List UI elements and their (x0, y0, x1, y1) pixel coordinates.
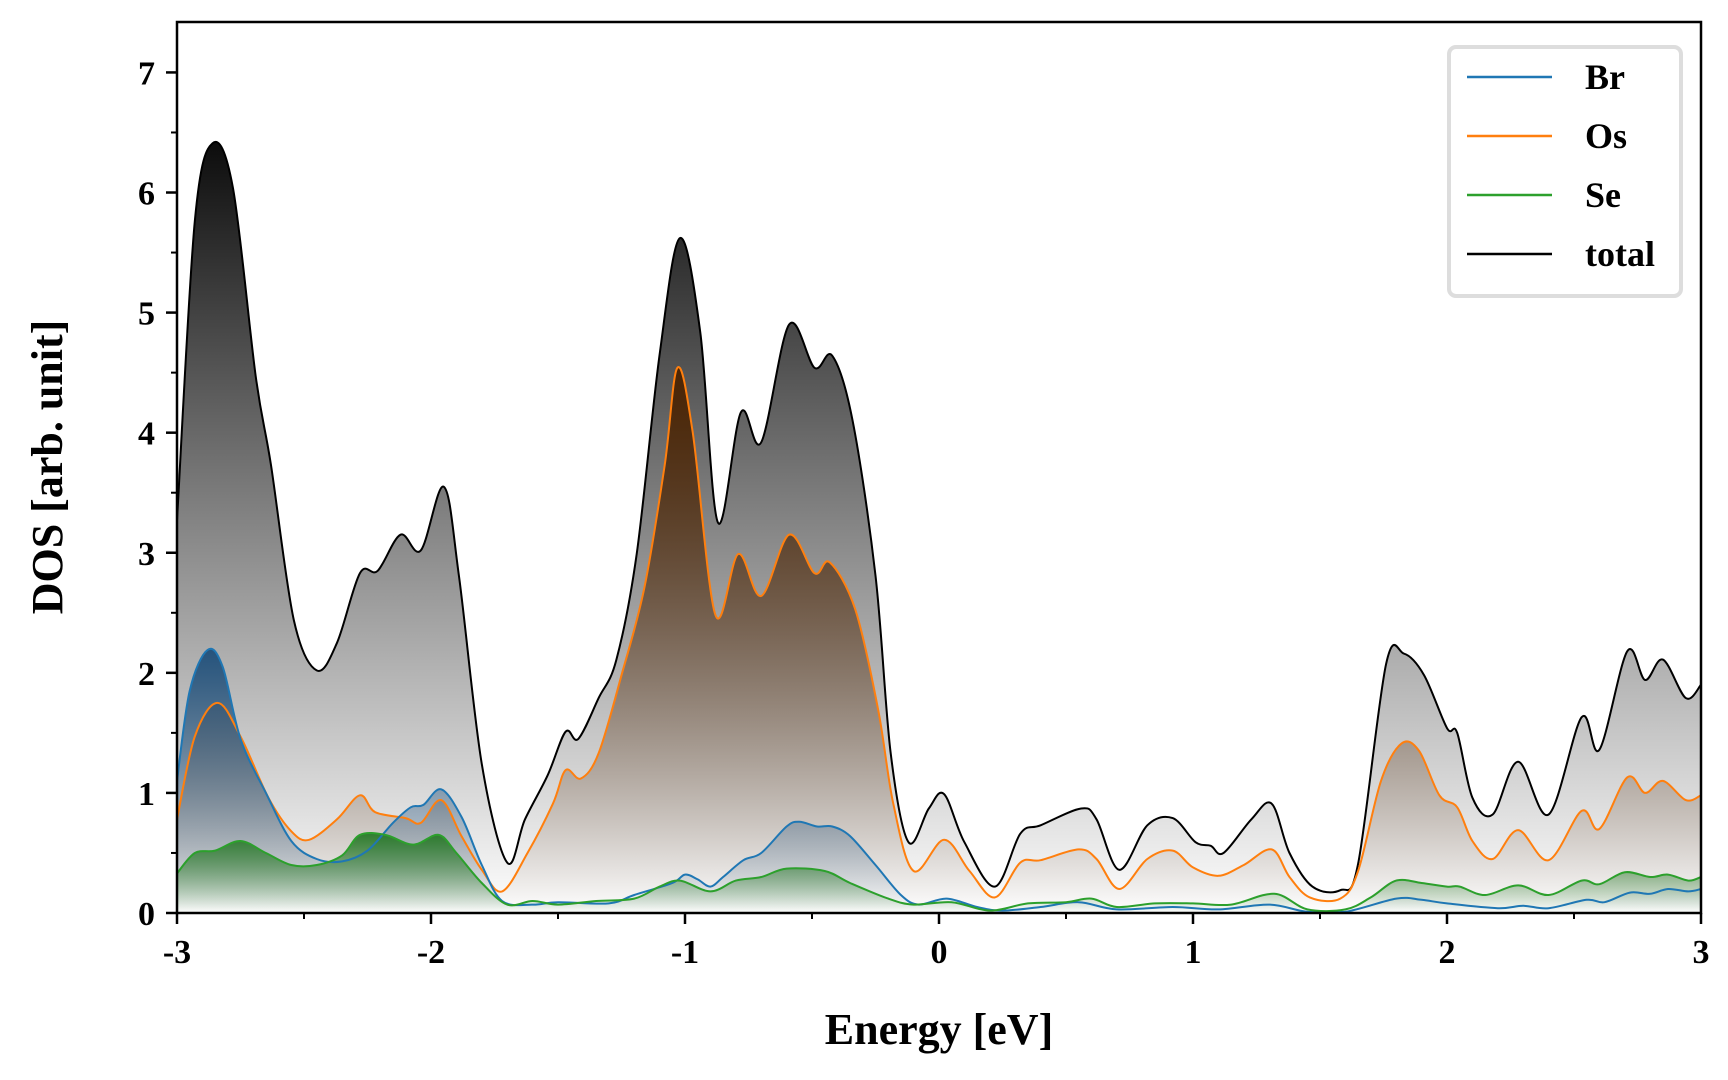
y-axis-label: DOS [arb. unit] (23, 320, 72, 615)
y-tick-label: 6 (138, 176, 155, 213)
series-line-os (176, 366, 1702, 903)
y-tick-label: 5 (138, 296, 155, 333)
x-tick-label: 3 (1693, 934, 1710, 971)
legend-label-total: total (1585, 234, 1655, 274)
series-line-total (176, 141, 1702, 894)
x-tick-label: -3 (163, 934, 191, 971)
area-fills (177, 141, 1701, 914)
x-tick-label: -2 (417, 934, 445, 971)
legend-frame (1447, 45, 1683, 298)
x-tick-label: 1 (1185, 934, 1202, 971)
y-tick-label: 2 (138, 656, 155, 693)
x-tick-label: 0 (931, 934, 948, 971)
axis-ticks: -3 -2 -1 0 1 2 3 0 1 2 3 4 5 6 7 (138, 55, 1710, 971)
legend-label-br: Br (1585, 57, 1625, 97)
y-tick-label: 4 (138, 416, 155, 453)
y-tick-label: 0 (138, 896, 155, 933)
x-axis-label: Energy [eV] (825, 1005, 1054, 1054)
y-tick-label: 3 (138, 536, 155, 573)
legend-label-se: Se (1585, 175, 1621, 215)
legend: Br Os Se total (1447, 45, 1683, 298)
area-fill-se (177, 832, 1701, 913)
y-tick-label: 1 (138, 776, 155, 813)
series-lines (176, 141, 1702, 914)
x-tick-label: -1 (671, 934, 699, 971)
y-tick-label: 7 (138, 55, 155, 92)
series-line-se (176, 831, 1702, 913)
area-fill-os (177, 367, 1701, 913)
x-tick-label: 2 (1439, 934, 1456, 971)
legend-label-os: Os (1585, 116, 1627, 156)
